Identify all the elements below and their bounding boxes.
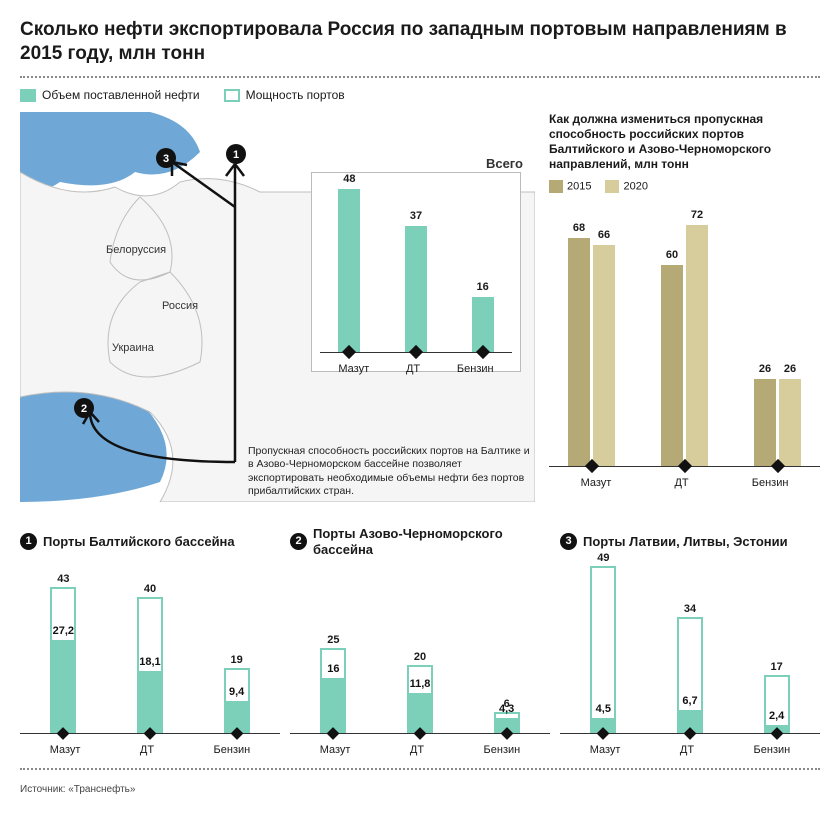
- map-region: 1 3 2 Белоруссия Россия Украина Всего 48…: [20, 112, 535, 502]
- map-note: Пропускная способность российских портов…: [248, 445, 532, 498]
- divider-bottom: [20, 768, 820, 770]
- right-swatch-2020: [605, 180, 619, 193]
- legend-swatch-outline: [224, 89, 240, 102]
- svg-text:1: 1: [233, 149, 239, 161]
- panel-title-text: Порты Азово-Черноморского бассейна: [313, 526, 550, 557]
- panel-title-text: Порты Балтийского бассейна: [43, 534, 235, 550]
- label-belarus: Белоруссия: [106, 244, 166, 256]
- panel-title-text: Порты Латвии, Литвы, Эстонии: [583, 534, 788, 550]
- label-ukraine: Украина: [112, 342, 154, 354]
- divider: [20, 76, 820, 78]
- inset-chart: 483716 МазутДТБензин: [311, 172, 521, 372]
- page-title: Сколько нефти экспортировала Россия по з…: [20, 18, 820, 66]
- legend-outline-label: Мощность портов: [246, 88, 345, 102]
- main-legend: Объем поставленной нефти Мощность портов: [20, 88, 820, 102]
- inset-title: Всего: [486, 156, 523, 171]
- marker-3: 3: [156, 148, 176, 168]
- legend-filled-label: Объем поставленной нефти: [42, 88, 200, 102]
- right-swatch-2015: [549, 180, 563, 193]
- right-legend-2020: 2020: [623, 180, 647, 192]
- right-legend-2015: 2015: [567, 180, 591, 192]
- panel-badge: 2: [290, 533, 307, 550]
- legend-swatch-filled: [20, 89, 36, 102]
- marker-2: 2: [74, 398, 94, 418]
- svg-text:2: 2: [81, 403, 87, 415]
- right-chart: Как должна измениться пропускная способн…: [549, 112, 820, 502]
- source-text: Источник: «Транснефть»: [20, 784, 820, 795]
- panel-badge: 3: [560, 533, 577, 550]
- right-title: Как должна измениться пропускная способн…: [549, 112, 820, 172]
- panel-badge: 1: [20, 533, 37, 550]
- svg-text:3: 3: [163, 153, 169, 165]
- label-russia: Россия: [162, 300, 198, 312]
- marker-1: 1: [226, 144, 246, 164]
